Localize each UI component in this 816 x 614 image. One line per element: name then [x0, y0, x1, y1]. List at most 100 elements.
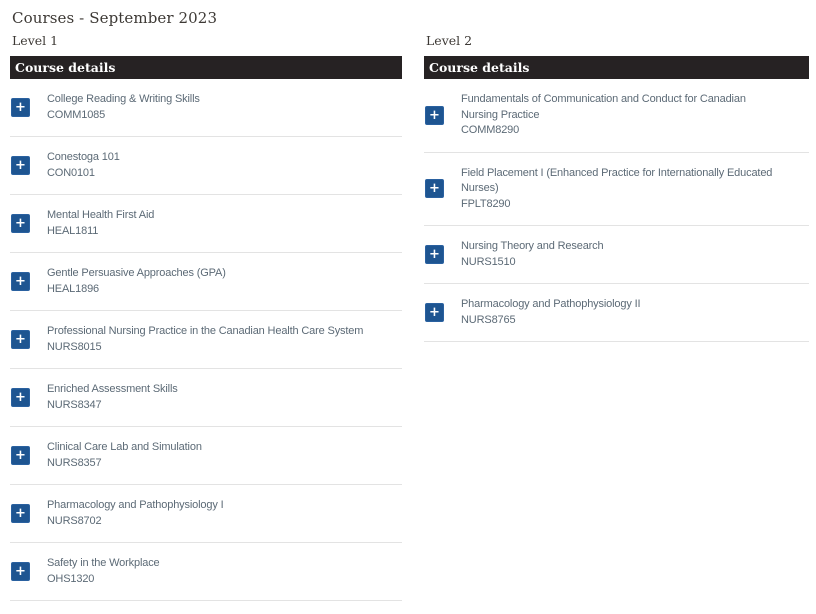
course-text: Conestoga 101 CON0101 [47, 150, 120, 181]
course-code: NURS8015 [47, 340, 102, 353]
course-code: NURS8765 [461, 313, 516, 326]
course-list-level-1: + College Reading & Writing Skills COMM1… [10, 79, 402, 601]
course-row: + Pharmacology and Pathophysiology I NUR… [10, 485, 402, 543]
course-code: NURS8347 [47, 398, 102, 411]
plus-icon: + [15, 506, 26, 521]
course-row: + Enriched Assessment Skills NURS8347 [10, 369, 402, 427]
expand-control-cell: + [10, 272, 47, 291]
expand-course-button[interactable]: + [425, 245, 444, 264]
course-code: OHS1320 [47, 572, 95, 585]
plus-icon: + [429, 305, 440, 320]
expand-course-button[interactable]: + [11, 214, 30, 233]
expand-control-cell: + [10, 504, 47, 523]
course-text: Enriched Assessment Skills NURS8347 [47, 382, 178, 413]
course-title: Safety in the Workplace [47, 557, 160, 569]
expand-control-cell: + [10, 388, 47, 407]
course-text: College Reading & Writing Skills COMM108… [47, 92, 200, 123]
page-title: Courses - September 2023 [12, 9, 218, 27]
expand-course-button[interactable]: + [11, 272, 30, 291]
plus-icon: + [15, 100, 26, 115]
course-row: + Fundamentals of Communication and Cond… [424, 79, 809, 153]
plus-icon: + [15, 564, 26, 579]
expand-course-button[interactable]: + [425, 105, 444, 125]
level-2-section: Level 2 Course details + Fundamentals of… [424, 33, 809, 342]
course-row: + Pharmacology and Pathophysiology II NU… [424, 284, 809, 342]
course-row: + Professional Nursing Practice in the C… [10, 311, 402, 369]
course-text: Nursing Theory and Research NURS1510 [461, 239, 604, 270]
course-text: Safety in the Workplace OHS1320 [47, 556, 160, 587]
plus-icon: + [15, 274, 26, 289]
expand-course-button[interactable]: + [11, 156, 30, 175]
level-1-section: Level 1 Course details + College Reading… [10, 33, 402, 601]
course-title: Professional Nursing Practice in the Can… [47, 325, 364, 337]
course-row: + Conestoga 101 CON0101 [10, 137, 402, 195]
course-row: + Nursing Theory and Research NURS1510 [424, 226, 809, 284]
expand-control-cell: + [424, 245, 461, 264]
plus-icon: + [15, 390, 26, 405]
expand-control-cell: + [10, 330, 47, 349]
course-text: Fundamentals of Communication and Conduc… [461, 92, 746, 139]
course-row: + Field Placement I (Enhanced Practice f… [424, 153, 809, 226]
course-code: COMM1085 [47, 108, 106, 121]
course-text: Pharmacology and Pathophysiology I NURS8… [47, 498, 224, 529]
level-2-label: Level 2 [426, 33, 473, 48]
course-text: Gentle Persuasive Approaches (GPA) HEAL1… [47, 266, 226, 297]
course-title: Conestoga 101 [47, 151, 120, 163]
course-row: + Safety in the Workplace OHS1320 [10, 543, 402, 601]
course-code: NURS8702 [47, 514, 102, 527]
course-code: HEAL1896 [47, 282, 100, 295]
course-title: Field Placement I (Enhanced Practice for… [461, 166, 773, 195]
course-row: + Mental Health First Aid HEAL1811 [10, 195, 402, 253]
expand-control-cell: + [424, 105, 461, 125]
course-title: Pharmacology and Pathophysiology II [461, 298, 641, 310]
course-title: Gentle Persuasive Approaches (GPA) [47, 267, 226, 279]
plus-icon: + [15, 332, 26, 347]
expand-control-cell: + [10, 446, 47, 465]
course-row: + Gentle Persuasive Approaches (GPA) HEA… [10, 253, 402, 311]
course-columns: Level 1 Course details + College Reading… [10, 33, 809, 601]
course-text: Mental Health First Aid HEAL1811 [47, 208, 154, 239]
expand-control-cell: + [424, 179, 461, 199]
expand-control-cell: + [10, 562, 47, 581]
course-code: CON0101 [47, 166, 95, 179]
course-text: Field Placement I (Enhanced Practice for… [461, 166, 772, 213]
expand-course-button[interactable]: + [11, 562, 30, 581]
plus-icon: + [429, 247, 440, 262]
expand-control-cell: + [10, 214, 47, 233]
course-title: Fundamentals of Communication and Conduc… [461, 93, 746, 121]
course-code: HEAL1811 [47, 224, 99, 237]
course-text: Pharmacology and Pathophysiology II NURS… [461, 297, 641, 328]
course-title: Pharmacology and Pathophysiology I [47, 499, 224, 511]
course-title: College Reading & Writing Skills [47, 93, 200, 105]
course-row: + College Reading & Writing Skills COMM1… [10, 79, 402, 137]
course-list-level-2: + Fundamentals of Communication and Cond… [424, 79, 809, 342]
course-code: NURS8357 [47, 456, 102, 469]
expand-course-button[interactable]: + [425, 303, 444, 322]
plus-icon: + [429, 107, 440, 123]
expand-course-button[interactable]: + [11, 98, 30, 117]
course-details-header-level-1: Course details [10, 56, 402, 79]
course-row: + Clinical Care Lab and Simulation NURS8… [10, 427, 402, 485]
expand-course-button[interactable]: + [11, 504, 30, 523]
course-code: COMM8290 [461, 124, 520, 136]
course-code: NURS1510 [461, 255, 516, 268]
plus-icon: + [15, 158, 26, 173]
expand-course-button[interactable]: + [425, 179, 444, 199]
plus-icon: + [15, 448, 26, 463]
expand-control-cell: + [10, 98, 47, 117]
course-title: Mental Health First Aid [47, 209, 155, 221]
expand-course-button[interactable]: + [11, 330, 30, 349]
course-title: Nursing Theory and Research [461, 240, 604, 252]
course-text: Clinical Care Lab and Simulation NURS835… [47, 440, 202, 471]
course-details-header-level-2: Course details [424, 56, 809, 79]
course-title: Clinical Care Lab and Simulation [47, 441, 202, 453]
course-title: Enriched Assessment Skills [47, 383, 178, 395]
expand-control-cell: + [424, 303, 461, 322]
plus-icon: + [15, 216, 26, 231]
plus-icon: + [429, 181, 440, 197]
expand-course-button[interactable]: + [11, 388, 30, 407]
course-code: FPLT8290 [461, 197, 511, 210]
expand-course-button[interactable]: + [11, 446, 30, 465]
level-1-label: Level 1 [12, 33, 59, 48]
